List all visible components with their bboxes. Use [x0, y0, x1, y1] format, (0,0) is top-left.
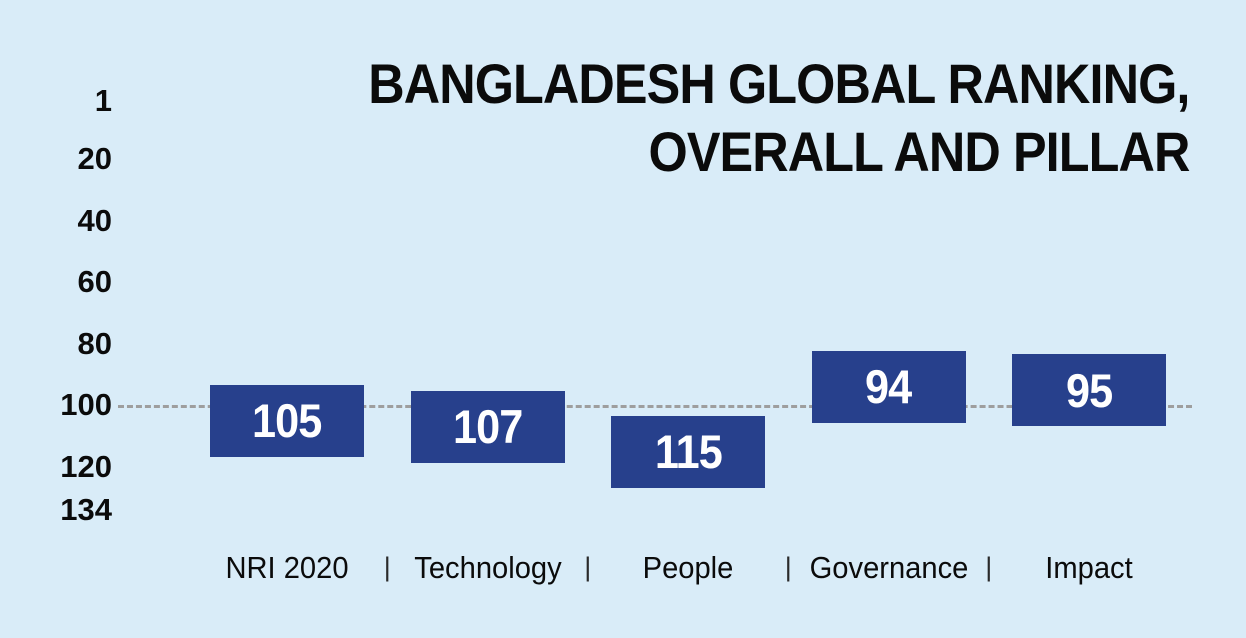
x-axis-label-technology: Technology: [413, 550, 562, 585]
bar-technology: 107: [410, 390, 565, 463]
y-axis-tick-label-120: 120: [60, 448, 112, 484]
bar-value-technology: 107: [452, 400, 523, 454]
x-axis-separator: |: [584, 552, 592, 582]
bar-value-impact: 95: [1065, 363, 1113, 417]
bar-value-governance: 94: [865, 360, 912, 414]
bar-impact: 95: [1012, 354, 1166, 427]
y-axis-tick-label-134: 134: [60, 492, 112, 527]
y-axis-tick-label-60: 60: [77, 264, 112, 300]
bar-people: 115: [611, 415, 765, 488]
y-axis-tick-label-100: 100: [60, 387, 112, 423]
x-axis-label-nri-2020: NRI 2020: [225, 550, 349, 585]
bar-nri-2020: 105: [210, 384, 364, 457]
x-axis-label-impact: Impact: [1045, 550, 1133, 585]
chart-title-line-1: BANGLADESH GLOBAL RANKING,: [368, 52, 1191, 115]
bar-governance: 94: [811, 350, 966, 423]
y-axis-tick-label-80: 80: [77, 325, 112, 361]
chart-title: BANGLADESH GLOBAL RANKING, OVERALL AND P…: [368, 50, 1191, 186]
x-axis-separator: |: [985, 552, 993, 582]
chart-title-line-2: OVERALL AND PILLAR: [648, 120, 1191, 183]
x-axis-separator: |: [383, 552, 391, 582]
bar-value-nri-2020: 105: [252, 394, 322, 448]
reference-line-100: [118, 405, 1192, 409]
x-axis-label-governance: Governance: [809, 550, 968, 585]
bar-value-people: 115: [654, 425, 722, 479]
x-axis-label-people: People: [642, 550, 734, 585]
y-axis-tick-label-1: 1: [94, 83, 112, 118]
y-axis-tick-label-40: 40: [77, 202, 112, 238]
x-axis-separator: |: [784, 552, 792, 582]
y-axis-tick-label-20: 20: [77, 141, 112, 177]
